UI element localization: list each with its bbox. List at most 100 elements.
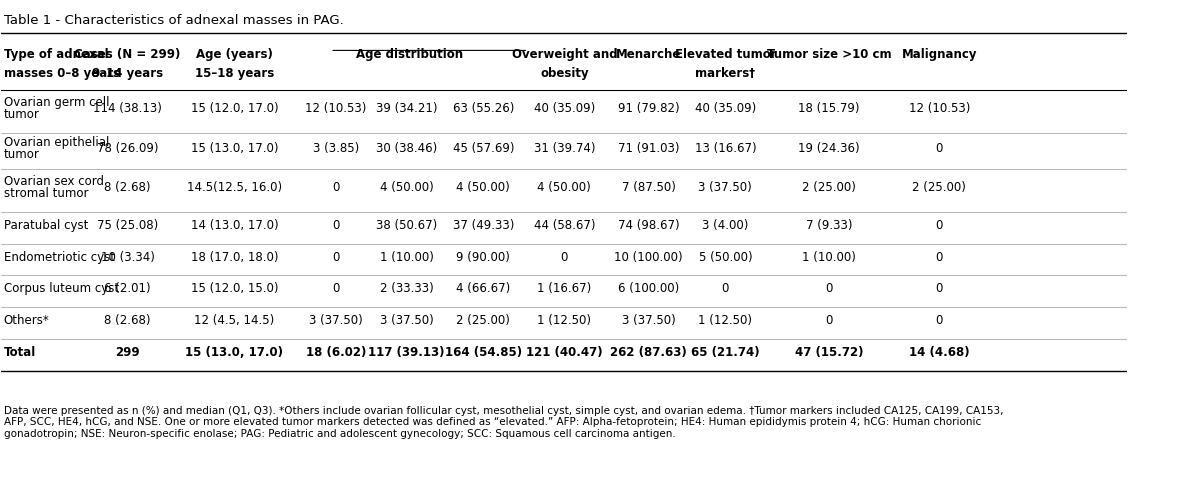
Text: 44 (58.67): 44 (58.67) <box>534 219 595 232</box>
Text: Corpus luteum cyst: Corpus luteum cyst <box>4 282 119 295</box>
Text: 74 (98.67): 74 (98.67) <box>618 219 679 232</box>
Text: 0: 0 <box>936 219 943 232</box>
Text: Type of adnexal: Type of adnexal <box>4 48 108 61</box>
Text: 3 (37.50): 3 (37.50) <box>380 314 433 327</box>
Text: Age distribution: Age distribution <box>356 48 463 61</box>
Text: 3 (37.50): 3 (37.50) <box>622 314 676 327</box>
Text: 3 (4.00): 3 (4.00) <box>702 219 749 232</box>
Text: tumor: tumor <box>4 108 40 121</box>
Text: 0: 0 <box>332 282 340 295</box>
Text: 45 (57.69): 45 (57.69) <box>452 141 514 155</box>
Text: 0: 0 <box>560 250 568 264</box>
Text: 14 (4.68): 14 (4.68) <box>908 346 970 359</box>
Text: stromal tumor: stromal tumor <box>4 187 88 200</box>
Text: Ovarian germ cell: Ovarian germ cell <box>4 96 109 109</box>
Text: tumor: tumor <box>4 148 40 161</box>
Text: obesity: obesity <box>540 67 589 79</box>
Text: Paratubal cyst: Paratubal cyst <box>4 219 88 232</box>
Text: 38 (50.67): 38 (50.67) <box>376 219 437 232</box>
Text: 8 (2.68): 8 (2.68) <box>104 181 151 194</box>
Text: 7 (9.33): 7 (9.33) <box>805 219 852 232</box>
Text: Tumor size >10 cm: Tumor size >10 cm <box>767 48 892 61</box>
Text: Malignancy: Malignancy <box>901 48 977 61</box>
Text: 18 (15.79): 18 (15.79) <box>798 102 859 115</box>
Text: 63 (55.26): 63 (55.26) <box>452 102 514 115</box>
Text: 0: 0 <box>936 141 943 155</box>
Text: 9 (90.00): 9 (90.00) <box>456 250 510 264</box>
Text: 15 (12.0, 15.0): 15 (12.0, 15.0) <box>191 282 278 295</box>
Text: Age (years): Age (years) <box>196 48 272 61</box>
Text: 10 (3.34): 10 (3.34) <box>101 250 155 264</box>
Text: 71 (91.03): 71 (91.03) <box>618 141 679 155</box>
Text: 14.5(12.5, 16.0): 14.5(12.5, 16.0) <box>187 181 282 194</box>
Text: 5 (50.00): 5 (50.00) <box>698 250 752 264</box>
Text: 18 (6.02): 18 (6.02) <box>306 346 366 359</box>
Text: Cases (N = 299): Cases (N = 299) <box>74 48 181 61</box>
Text: 8 (2.68): 8 (2.68) <box>104 314 151 327</box>
Text: 299: 299 <box>115 346 139 359</box>
Text: 4 (50.00): 4 (50.00) <box>380 181 433 194</box>
Text: 14 (13.0, 17.0): 14 (13.0, 17.0) <box>191 219 278 232</box>
Text: 18 (17.0, 18.0): 18 (17.0, 18.0) <box>191 250 278 264</box>
Text: 12 (10.53): 12 (10.53) <box>908 102 970 115</box>
Text: 0: 0 <box>936 314 943 327</box>
Text: Overweight and: Overweight and <box>511 48 617 61</box>
Text: 1 (10.00): 1 (10.00) <box>802 250 856 264</box>
Text: 4 (50.00): 4 (50.00) <box>538 181 592 194</box>
Text: 19 (24.36): 19 (24.36) <box>798 141 859 155</box>
Text: 0: 0 <box>332 250 340 264</box>
Text: 2 (33.33): 2 (33.33) <box>380 282 433 295</box>
Text: 6 (100.00): 6 (100.00) <box>618 282 679 295</box>
Text: 12 (4.5, 14.5): 12 (4.5, 14.5) <box>194 314 275 327</box>
Text: 0: 0 <box>826 314 833 327</box>
Text: 1 (10.00): 1 (10.00) <box>379 250 433 264</box>
Text: 65 (21.74): 65 (21.74) <box>691 346 760 359</box>
Text: 30 (38.46): 30 (38.46) <box>376 141 437 155</box>
Text: 0: 0 <box>721 282 730 295</box>
Text: 39 (34.21): 39 (34.21) <box>376 102 438 115</box>
Text: 4 (66.67): 4 (66.67) <box>456 282 510 295</box>
Text: 2 (25.00): 2 (25.00) <box>912 181 966 194</box>
Text: 15 (13.0, 17.0): 15 (13.0, 17.0) <box>191 141 278 155</box>
Text: Table 1 - Characteristics of adnexal masses in PAG.: Table 1 - Characteristics of adnexal mas… <box>4 14 343 27</box>
Text: 0: 0 <box>332 181 340 194</box>
Text: markers†: markers† <box>695 67 755 79</box>
Text: 47 (15.72): 47 (15.72) <box>794 346 863 359</box>
Text: 31 (39.74): 31 (39.74) <box>534 141 595 155</box>
Text: Ovarian sex cord: Ovarian sex cord <box>4 175 103 188</box>
Text: 10 (100.00): 10 (100.00) <box>614 250 683 264</box>
Text: 4 (50.00): 4 (50.00) <box>456 181 510 194</box>
Text: 9–14 years: 9–14 years <box>92 67 163 79</box>
Text: 15 (13.0, 17.0): 15 (13.0, 17.0) <box>186 346 283 359</box>
Text: 1 (16.67): 1 (16.67) <box>538 282 592 295</box>
Text: Endometriotic cyst: Endometriotic cyst <box>4 250 115 264</box>
Text: Ovarian epithelial: Ovarian epithelial <box>4 136 109 148</box>
Text: 117 (39.13): 117 (39.13) <box>368 346 445 359</box>
Text: 0: 0 <box>332 219 340 232</box>
Text: 7 (87.50): 7 (87.50) <box>622 181 676 194</box>
Text: Menarche: Menarche <box>616 48 682 61</box>
Text: Total: Total <box>4 346 36 359</box>
Text: 2 (25.00): 2 (25.00) <box>456 314 510 327</box>
Text: 1 (12.50): 1 (12.50) <box>698 314 752 327</box>
Text: Data were presented as n (%) and median (Q1, Q3). *Others include ovarian follic: Data were presented as n (%) and median … <box>4 406 1003 439</box>
Text: 78 (26.09): 78 (26.09) <box>97 141 158 155</box>
Text: Others*: Others* <box>4 314 49 327</box>
Text: 0: 0 <box>826 282 833 295</box>
Text: 262 (87.63): 262 (87.63) <box>611 346 688 359</box>
Text: 12 (10.53): 12 (10.53) <box>305 102 366 115</box>
Text: 6 (2.01): 6 (2.01) <box>104 282 151 295</box>
Text: 37 (49.33): 37 (49.33) <box>452 219 514 232</box>
Text: 91 (79.82): 91 (79.82) <box>618 102 679 115</box>
Text: 0: 0 <box>936 250 943 264</box>
Text: 121 (40.47): 121 (40.47) <box>526 346 602 359</box>
Text: 0: 0 <box>936 282 943 295</box>
Text: 75 (25.08): 75 (25.08) <box>97 219 158 232</box>
Text: 13 (16.67): 13 (16.67) <box>695 141 756 155</box>
Text: 164 (54.85): 164 (54.85) <box>445 346 522 359</box>
Text: 3 (37.50): 3 (37.50) <box>698 181 752 194</box>
Text: masses 0–8 years: masses 0–8 years <box>4 67 120 79</box>
Text: 15–18 years: 15–18 years <box>194 67 274 79</box>
Text: 3 (3.85): 3 (3.85) <box>313 141 359 155</box>
Text: 15 (12.0, 17.0): 15 (12.0, 17.0) <box>191 102 278 115</box>
